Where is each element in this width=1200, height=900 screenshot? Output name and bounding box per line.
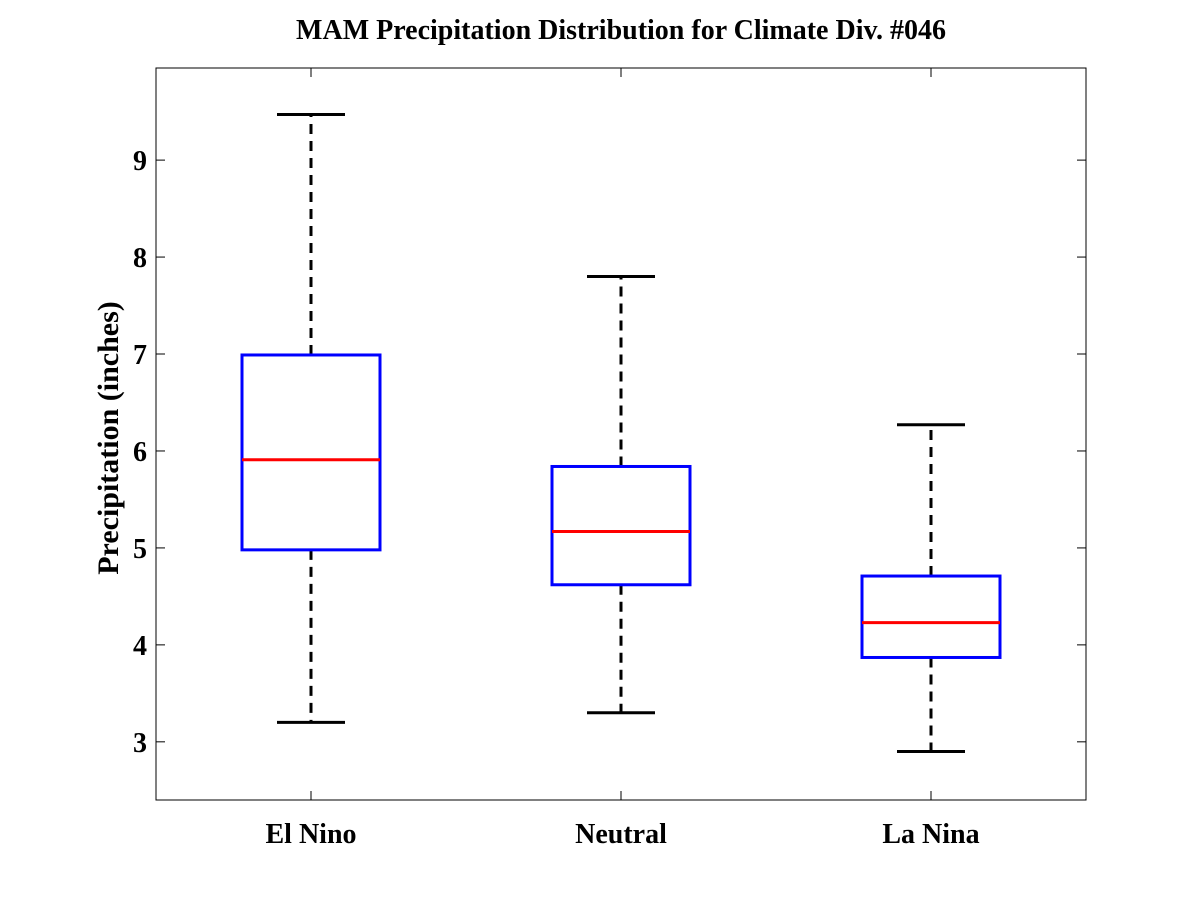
boxes xyxy=(240,113,1002,754)
y-tick-label: 6 xyxy=(133,437,147,468)
y-ticks: 3 4 5 6 7 8 9 xyxy=(133,146,1086,759)
x-tick-label: Neutral xyxy=(575,819,667,850)
y-tick-label: 4 xyxy=(133,631,147,662)
chart-title: MAM Precipitation Distribution for Clima… xyxy=(296,15,946,46)
x-tick-label: La Nina xyxy=(882,819,979,850)
y-tick-label: 8 xyxy=(133,243,147,274)
y-axis-label: Precipitation (inches) xyxy=(92,301,125,575)
y-tick-label: 3 xyxy=(133,728,147,759)
y-tick-label: 7 xyxy=(133,340,147,371)
box-group xyxy=(240,113,382,724)
x-tick-label: El Nino xyxy=(265,819,356,850)
iqr-box xyxy=(860,574,1002,659)
y-tick-label: 9 xyxy=(133,146,147,177)
iqr-box xyxy=(240,353,382,552)
box-group xyxy=(550,274,692,715)
x-ticks: El Nino Neutral La Nina xyxy=(265,68,980,850)
iqr-box xyxy=(550,464,692,587)
box-group xyxy=(860,423,1002,754)
y-tick-label: 5 xyxy=(133,534,147,565)
